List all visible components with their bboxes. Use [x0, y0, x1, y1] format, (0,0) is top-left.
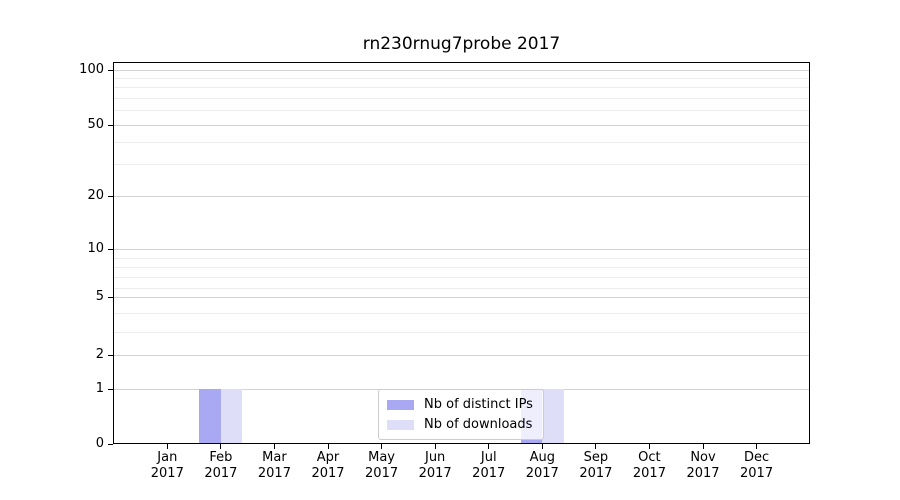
y-minor-gridline	[114, 97, 809, 99]
y-minor-gridline	[114, 258, 809, 260]
y-major-gridline	[114, 196, 809, 197]
y-minor-gridline	[114, 164, 809, 166]
top-spine	[113, 62, 810, 63]
plot-area	[113, 62, 810, 444]
y-major-gridline	[114, 124, 809, 126]
y-minor-gridline	[114, 267, 809, 269]
legend-entry: Nb of distinct IPs	[387, 397, 535, 412]
x-tick	[273, 444, 275, 449]
x-tick-label: Sep 2017	[579, 450, 613, 481]
x-tick-label: Nov 2017	[686, 450, 720, 481]
y-tick	[108, 196, 113, 197]
x-tick-label: Jan 2017	[150, 450, 184, 481]
x-tick-label: Aug 2017	[525, 450, 559, 481]
y-tick	[108, 388, 113, 390]
x-tick	[381, 444, 383, 449]
y-minor-gridline	[114, 77, 809, 79]
y-major-gridline	[114, 249, 809, 251]
x-tick	[220, 444, 222, 449]
right-spine	[809, 62, 810, 444]
y-tick-label: 5	[95, 289, 104, 305]
y-minor-gridline	[114, 277, 809, 278]
legend-swatch	[387, 399, 414, 410]
x-tick	[595, 444, 597, 449]
y-tick	[108, 297, 113, 299]
y-tick-label: 20	[87, 188, 104, 203]
y-tick	[108, 70, 113, 71]
x-tick	[648, 444, 650, 449]
legend-swatch	[387, 419, 414, 430]
y-tick	[108, 124, 113, 126]
x-tick	[702, 444, 704, 449]
y-minor-gridline	[114, 287, 809, 289]
y-minor-gridline	[114, 109, 809, 111]
y-tick	[108, 444, 113, 445]
legend-label: Nb of downloads	[424, 417, 533, 432]
y-minor-gridline	[114, 331, 809, 333]
y-tick-label: 1	[95, 380, 104, 396]
legend: Nb of distinct IPs Nb of downloads	[378, 389, 544, 440]
x-tick	[327, 444, 329, 449]
legend-label: Nb of distinct IPs	[424, 397, 533, 412]
x-tick	[541, 444, 543, 449]
x-tick-label: Jun 2017	[418, 450, 452, 481]
y-tick-label: 2	[95, 347, 104, 363]
y-minor-gridline	[114, 87, 809, 89]
y-major-gridline	[114, 70, 809, 71]
x-tick	[166, 444, 168, 449]
bar-downloads-feb	[220, 388, 243, 443]
chart-title: rn230rnug7probe 2017	[362, 34, 561, 54]
left-spine	[113, 62, 114, 444]
bar-distinct-ips-feb	[199, 388, 221, 443]
y-tick-label: 100	[79, 62, 104, 77]
y-tick	[108, 249, 113, 251]
y-tick-label: 0	[95, 436, 104, 451]
x-tick-label: Dec 2017	[740, 450, 774, 481]
x-tick	[434, 444, 436, 449]
y-tick-label: 50	[87, 116, 104, 132]
bar-downloads-aug	[542, 388, 564, 443]
x-tick-label: May 2017	[365, 450, 399, 481]
y-minor-gridline	[114, 313, 809, 315]
x-tick-label: Apr 2017	[311, 450, 345, 481]
bottom-spine	[113, 443, 810, 444]
y-minor-gridline	[114, 141, 809, 143]
y-tick-label: 10	[87, 241, 104, 257]
y-tick	[108, 355, 113, 357]
x-tick-label: Oct 2017	[632, 450, 666, 481]
x-tick-label: Jul 2017	[472, 450, 506, 481]
x-tick-label: Mar 2017	[257, 450, 291, 481]
y-major-gridline	[114, 297, 809, 299]
x-tick	[756, 444, 758, 449]
y-major-gridline	[114, 355, 809, 357]
legend-entry: Nb of downloads	[387, 417, 535, 432]
x-tick	[488, 444, 490, 449]
x-tick-label: Feb 2017	[204, 450, 238, 481]
